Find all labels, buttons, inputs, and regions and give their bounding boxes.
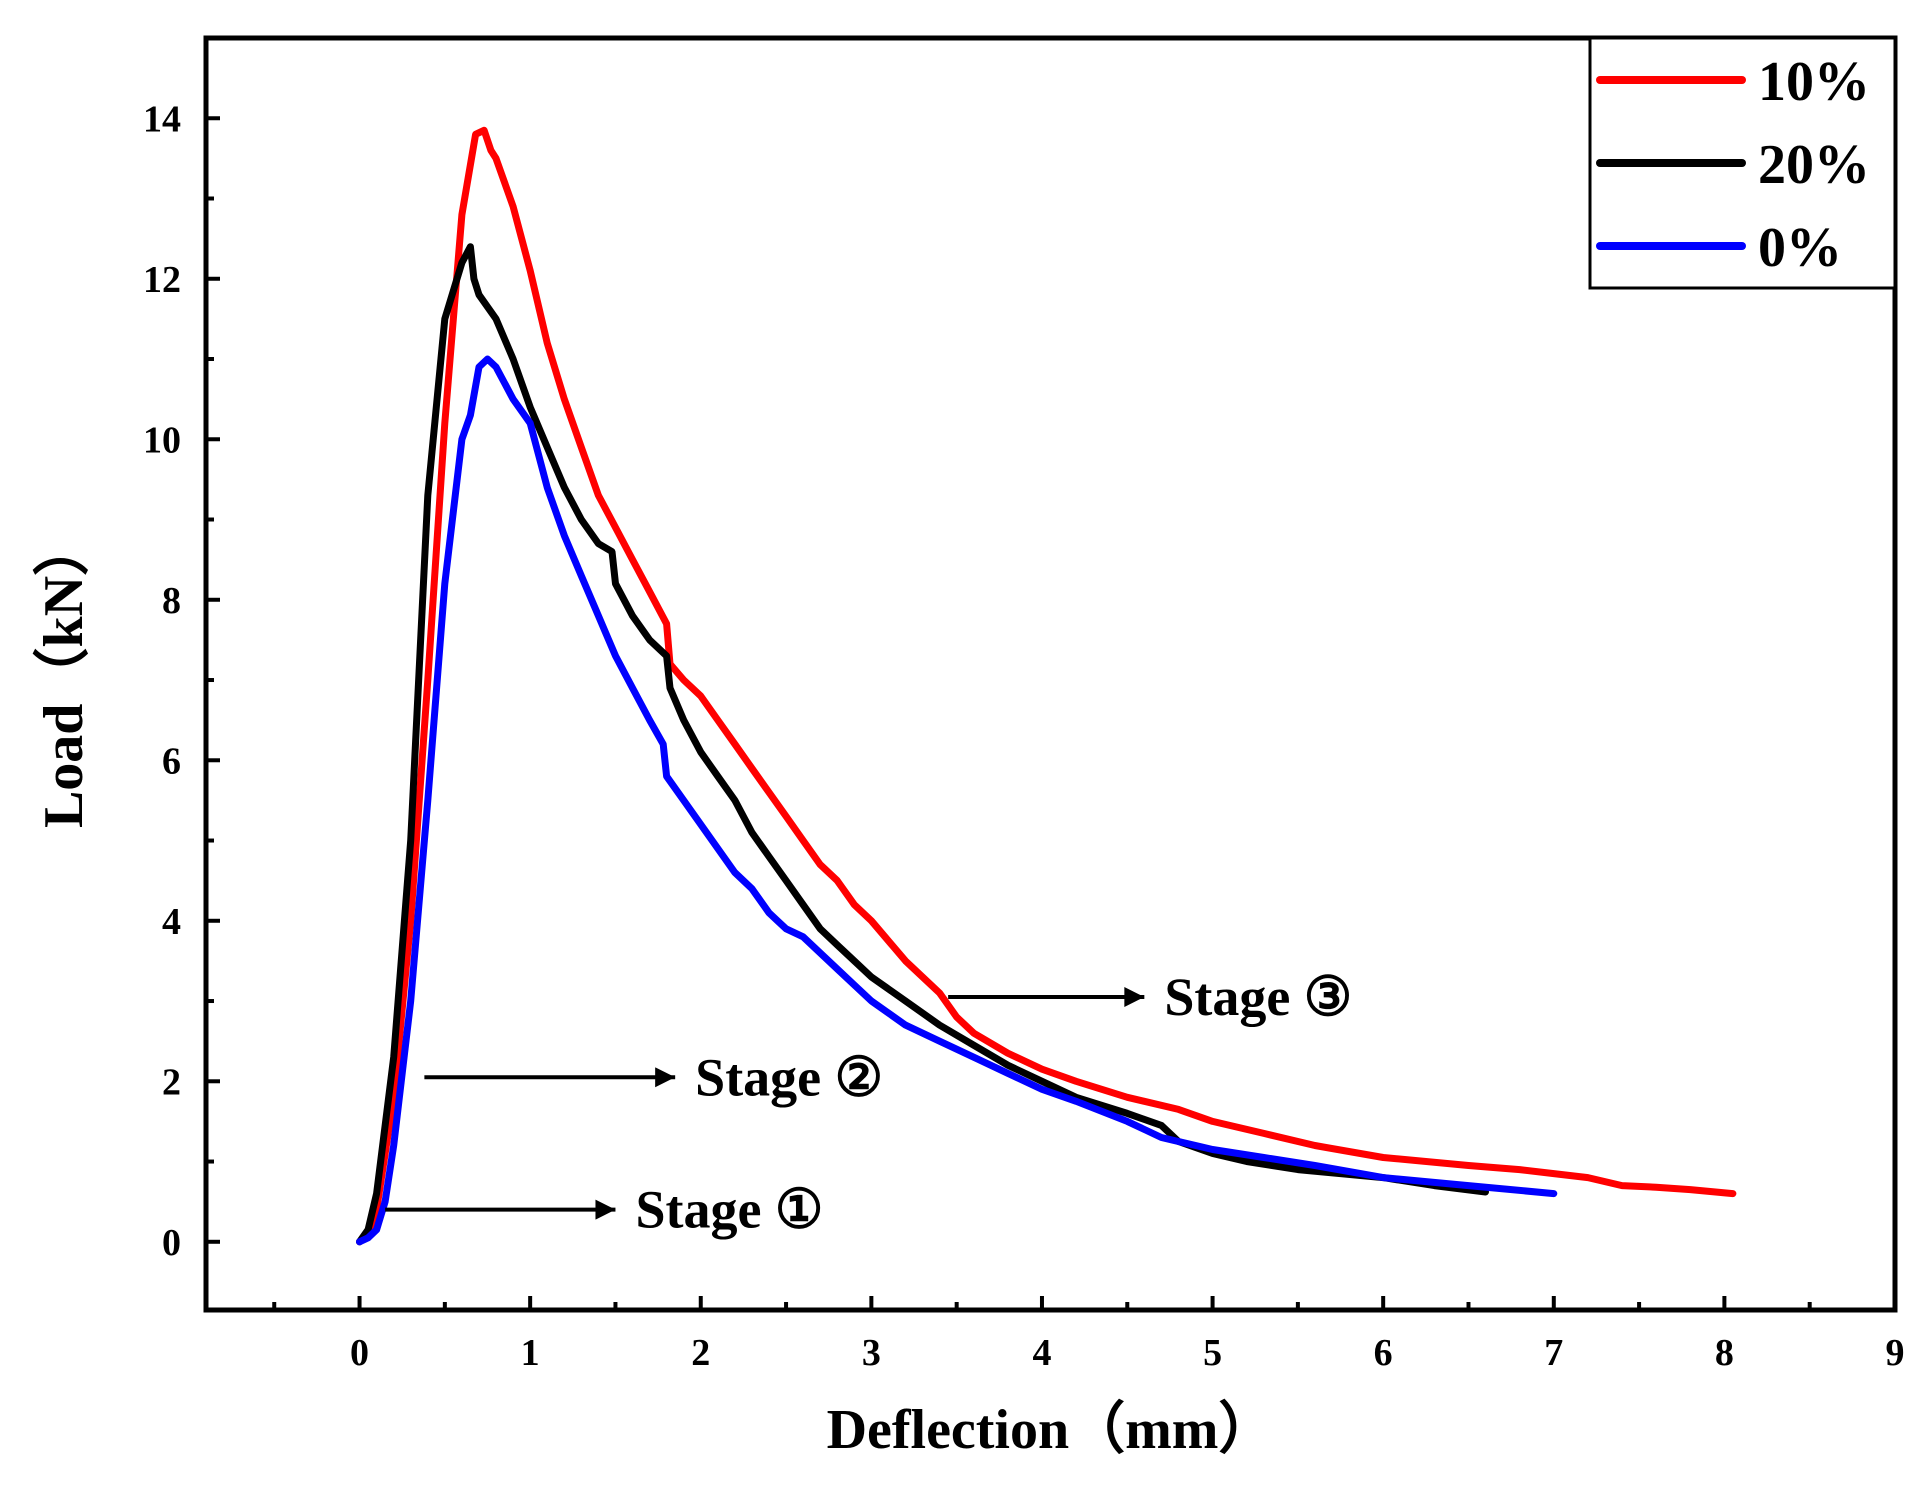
annotation-label-3: Stage ③ [1164, 967, 1352, 1027]
y-tick-label: 14 [143, 98, 181, 140]
y-tick-label: 8 [162, 580, 181, 622]
y-axis-title: Load（kN） [32, 520, 95, 828]
legend-label-0pct: 0% [1758, 217, 1842, 279]
x-tick-label: 4 [1032, 1332, 1051, 1374]
x-tick-label: 5 [1203, 1332, 1222, 1374]
annotation-layer: Stage ① Stage ② Stage ③ [385, 967, 1352, 1240]
y-tick-label: 6 [162, 740, 181, 782]
x-axis-title: Deflection（mm） [827, 1398, 1275, 1461]
y-tick-label: 12 [143, 259, 181, 301]
x-tick-label: 6 [1374, 1332, 1393, 1374]
legend-label-20pct: 20% [1758, 134, 1870, 196]
x-tick-label: 9 [1886, 1332, 1905, 1374]
annotation-label-1: Stage ① [635, 1180, 823, 1240]
y-tick-label: 0 [162, 1222, 181, 1264]
y-tick-label: 4 [162, 901, 181, 943]
x-tick-label: 3 [862, 1332, 881, 1374]
annotation-label-2: Stage ② [695, 1047, 883, 1107]
legend: 10% 20% 0% [1588, 36, 1897, 290]
series-line-20pct [356, 243, 1489, 1246]
plot-frame [203, 35, 1898, 1313]
legend-label-10pct: 10% [1758, 51, 1870, 113]
series-line-0pct [356, 355, 1558, 1246]
x-tick-label: 7 [1544, 1332, 1563, 1374]
x-tick-label: 2 [691, 1332, 710, 1374]
y-tick-label: 2 [162, 1061, 181, 1103]
series-layer [356, 126, 1737, 1246]
x-tick-label: 1 [521, 1332, 540, 1374]
x-tick-label: 8 [1715, 1332, 1734, 1374]
x-tick-label: 0 [350, 1332, 369, 1374]
series-line-10pct [356, 126, 1737, 1246]
y-tick-label: 10 [143, 419, 181, 461]
